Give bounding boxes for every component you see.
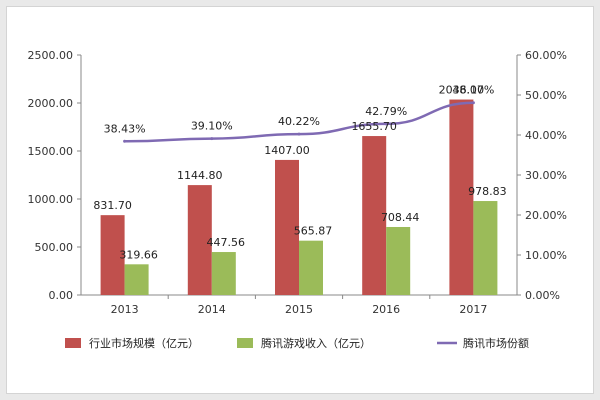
share-label: 39.10% [191, 120, 233, 133]
left-tick-label: 1000.00 [28, 193, 74, 206]
axes: 0.00 500.00 1000.00 1500.00 2000.00 2500.00 0.… [28, 49, 567, 316]
tencent-revenue-label: 708.44 [381, 211, 420, 224]
tencent-revenue-bar [386, 226, 411, 295]
tencent-revenue-bar [473, 201, 498, 295]
right-tick-label: 30.00% [525, 169, 567, 182]
share-label: 48.07% [452, 84, 494, 97]
legend-swatch-bar [65, 338, 81, 348]
market-size-label: 1655.70 [351, 120, 397, 133]
bars [100, 99, 498, 296]
left-tick-label: 2000.00 [28, 97, 74, 110]
tencent-revenue-label: 319.66 [119, 248, 158, 261]
legend-label: 腾讯游戏收入（亿元） [261, 336, 371, 350]
tencent-revenue-label: 447.56 [207, 236, 246, 249]
share-label: 38.43% [104, 122, 146, 135]
share-line-point [123, 139, 127, 143]
tencent-revenue-bar [299, 240, 323, 295]
right-tick-label: 50.00% [525, 89, 567, 102]
share-line [123, 101, 475, 143]
left-tick-label: 0.00 [49, 289, 74, 302]
market-size-bar [362, 136, 387, 295]
market-size-bar [187, 185, 212, 295]
tencent-revenue-bar [211, 252, 236, 295]
x-tick-label: 2015 [285, 303, 313, 316]
market-size-bar [100, 215, 125, 295]
left-tick-label: 1500.00 [28, 145, 74, 158]
left-tick-label: 2500.00 [28, 49, 74, 62]
market-size-bar [275, 159, 299, 295]
right-tick-label: 40.00% [525, 129, 567, 142]
tencent-revenue-bar [124, 264, 149, 295]
market-size-label: 1407.00 [264, 144, 310, 157]
share-label: 42.79% [365, 105, 407, 118]
left-tick-label: 500.00 [35, 241, 74, 254]
legend: 行业市场规模（亿元） 腾讯游戏收入（亿元） 腾讯市场份额 [65, 336, 529, 350]
share-line-point [297, 132, 301, 136]
legend-label: 行业市场规模（亿元） [89, 336, 199, 350]
chart-frame: 0.00 500.00 1000.00 1500.00 2000.00 2500.00 0.… [6, 6, 594, 394]
share-line-point [471, 101, 475, 105]
market-size-label: 1144.80 [177, 169, 223, 182]
x-tick-label: 2014 [198, 303, 226, 316]
share-line-point [210, 137, 214, 141]
right-tick-label: 20.00% [525, 209, 567, 222]
legend-label: 腾讯市场份额 [463, 336, 529, 350]
market-size-label: 831.70 [93, 199, 132, 212]
tencent-revenue-label: 978.83 [468, 185, 507, 198]
market-size-label: 2036.10 [439, 84, 485, 97]
share-label: 40.22% [278, 115, 320, 128]
market-size-bar [449, 99, 474, 296]
share-line-point [384, 122, 388, 126]
legend-swatch-bar [237, 338, 253, 348]
right-tick-label: 60.00% [525, 49, 567, 62]
data-labels: 831.70 319.66 38.43% 1144.80 447.56 39.10% 140… [93, 84, 506, 262]
x-tick-label: 2016 [372, 303, 400, 316]
right-tick-label: 10.00% [525, 249, 567, 262]
chart-svg: 0.00 500.00 1000.00 1500.00 2000.00 2500.00 0.… [28, 49, 567, 350]
right-tick-label: 0.00% [525, 289, 560, 302]
x-tick-label: 2013 [111, 303, 139, 316]
tencent-revenue-label: 565.87 [294, 225, 333, 238]
x-tick-label: 2017 [459, 303, 487, 316]
